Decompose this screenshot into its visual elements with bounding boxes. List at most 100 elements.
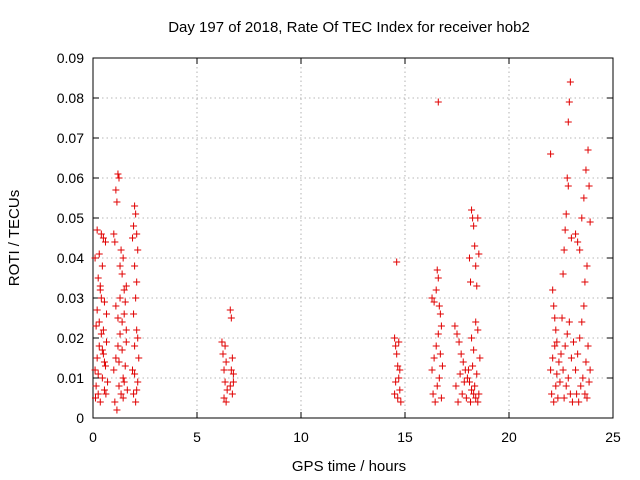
data-point xyxy=(93,354,101,362)
data-point xyxy=(396,386,404,394)
data-point xyxy=(458,390,466,398)
data-point xyxy=(131,202,139,210)
data-point xyxy=(112,354,120,362)
data-point xyxy=(94,390,102,398)
data-point xyxy=(432,286,440,294)
data-point xyxy=(569,338,577,346)
data-point xyxy=(562,210,570,218)
data-point xyxy=(122,326,130,334)
data-point xyxy=(553,338,561,346)
data-point xyxy=(430,298,438,306)
y-tick-label: 0.09 xyxy=(57,50,84,66)
data-point xyxy=(428,366,436,374)
y-tick-labels: 0 0.01 0.02 0.03 0.04 0.05 0.06 0.07 0.08 0.09 xyxy=(57,50,84,426)
data-point xyxy=(111,398,119,406)
data-point xyxy=(576,334,584,342)
data-point xyxy=(431,398,439,406)
data-point xyxy=(460,378,468,386)
data-point xyxy=(221,342,229,350)
data-point xyxy=(112,302,120,310)
data-point xyxy=(114,170,122,178)
data-point xyxy=(132,294,140,302)
x-tick-label: 20 xyxy=(501,429,517,445)
data-point xyxy=(583,262,591,270)
data-point xyxy=(582,166,590,174)
data-point xyxy=(476,354,484,362)
data-point xyxy=(99,350,107,358)
data-point xyxy=(394,394,402,402)
data-point xyxy=(98,262,106,270)
data-point xyxy=(586,366,594,374)
data-point xyxy=(560,394,568,402)
data-point xyxy=(134,246,142,254)
data-point xyxy=(113,406,121,414)
x-axis-label: GPS time / hours xyxy=(292,458,406,475)
data-point xyxy=(565,318,573,326)
data-point xyxy=(559,366,567,374)
data-point xyxy=(564,182,572,190)
data-point xyxy=(475,390,483,398)
data-point xyxy=(471,242,479,250)
data-point xyxy=(111,238,119,246)
data-point xyxy=(471,382,479,390)
data-point xyxy=(579,374,587,382)
data-point xyxy=(433,382,441,390)
data-point xyxy=(548,390,556,398)
data-point xyxy=(581,278,589,286)
data-point xyxy=(93,226,101,234)
data-point xyxy=(396,366,404,374)
data-point xyxy=(470,222,478,230)
data-point xyxy=(100,386,108,394)
data-point xyxy=(110,230,118,238)
data-point xyxy=(465,254,473,262)
data-point xyxy=(577,382,585,390)
data-point xyxy=(393,350,401,358)
y-tick-label: 0.01 xyxy=(57,370,84,386)
data-point xyxy=(572,366,580,374)
data-point xyxy=(114,314,122,322)
data-point xyxy=(119,374,127,382)
data-point xyxy=(468,334,476,342)
data-point xyxy=(115,358,123,366)
data-point xyxy=(94,370,102,378)
data-point xyxy=(564,118,572,126)
data-point xyxy=(435,302,443,310)
data-point xyxy=(104,378,112,386)
data-point xyxy=(474,326,482,334)
data-point xyxy=(435,374,443,382)
data-point xyxy=(229,378,237,386)
data-point xyxy=(582,358,590,366)
data-point xyxy=(564,374,572,382)
data-point xyxy=(135,354,143,362)
data-point xyxy=(437,394,445,402)
data-point xyxy=(392,342,400,350)
data-point xyxy=(557,350,565,358)
data-point xyxy=(129,234,137,242)
x-tick-labels: 0 5 10 15 20 25 xyxy=(89,429,621,445)
data-point xyxy=(432,342,440,350)
x-tick-label: 0 xyxy=(89,429,97,445)
data-point xyxy=(456,370,464,378)
data-point xyxy=(226,306,234,314)
data-point xyxy=(221,378,229,386)
data-point xyxy=(227,366,235,374)
data-point xyxy=(563,174,571,182)
data-point xyxy=(120,310,128,318)
y-tick-label: 0.03 xyxy=(57,290,84,306)
data-points xyxy=(91,78,594,414)
x-tick-label: 25 xyxy=(605,429,621,445)
data-point xyxy=(96,398,104,406)
data-point xyxy=(121,298,129,306)
data-point xyxy=(122,282,130,290)
data-point xyxy=(94,274,102,282)
data-point xyxy=(430,354,438,362)
y-tick-label: 0.05 xyxy=(57,210,84,226)
data-point xyxy=(436,310,444,318)
data-point xyxy=(103,338,111,346)
data-point xyxy=(549,354,557,362)
data-point xyxy=(552,326,560,334)
data-point xyxy=(459,358,467,366)
data-point xyxy=(550,398,558,406)
data-point xyxy=(226,382,234,390)
